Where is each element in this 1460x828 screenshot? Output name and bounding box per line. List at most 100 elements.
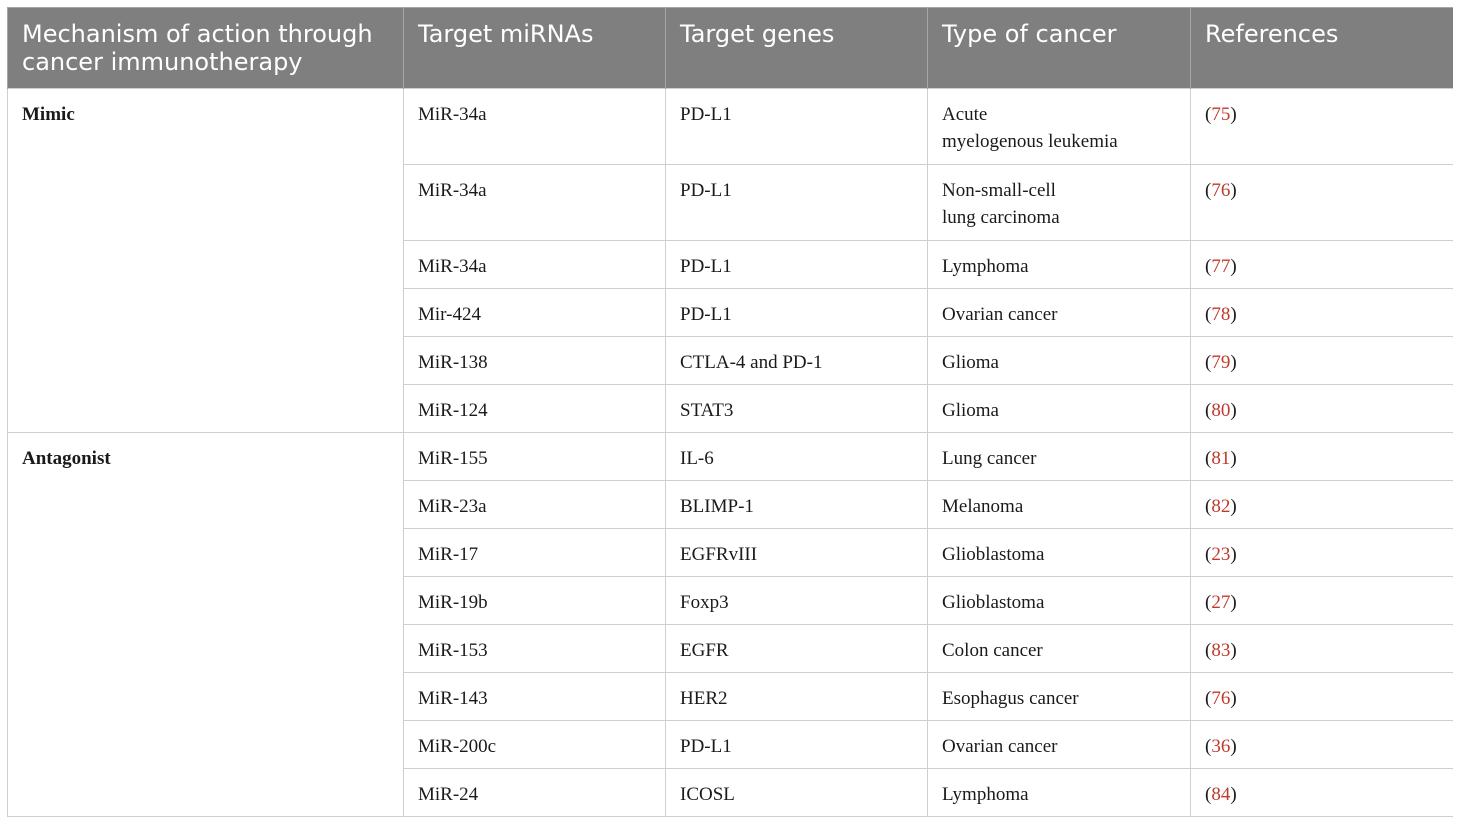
cancer-type-line: Ovarian cancer: [942, 736, 1058, 757]
cancer-type-line: Melanoma: [942, 496, 1024, 517]
table-row: MiR-34a PD-L1 Lymphoma (77): [8, 240, 1453, 289]
cancer-type-line: Lymphoma: [942, 256, 1029, 277]
reference-link[interactable]: 76: [1211, 688, 1231, 709]
cancer-type-line: lung carcinoma: [942, 207, 1060, 228]
header-mechanism: Mechanism of action through cancer immun…: [7, 7, 404, 89]
cancer-type-cell: Lymphoma: [927, 768, 1191, 817]
reference-cell: (75): [1190, 88, 1453, 165]
reference-cell: (81): [1190, 432, 1453, 481]
cancer-type-cell: Lung cancer: [927, 432, 1191, 481]
reference-cell: (36): [1190, 720, 1453, 769]
mirna-immunotherapy-table: Mechanism of action through cancer immun…: [7, 7, 1453, 817]
mirna-cell: MiR-34a: [403, 88, 666, 165]
mirna-cell: MiR-23a: [403, 480, 666, 529]
reference-link[interactable]: 75: [1211, 104, 1231, 125]
header-references: References: [1190, 7, 1453, 89]
mirna-cell: MiR-155: [403, 432, 666, 481]
mirna-cell: MiR-24: [403, 768, 666, 817]
table-row: Mimic MiR-34a PD-L1 Acute myelogenous leukem…: [7, 88, 1453, 433]
cancer-type-cell: Acute myelogenous leukemia: [927, 88, 1191, 165]
table-row: MiR-19b Foxp3 Glioblastoma (27): [8, 576, 1453, 625]
reference-link[interactable]: 83: [1211, 640, 1231, 661]
cancer-type-line: Ovarian cancer: [942, 304, 1058, 325]
cancer-type-line: Glioma: [942, 352, 999, 373]
mirna-cell: Mir-424: [403, 288, 666, 337]
mirna-cell: MiR-17: [403, 528, 666, 577]
reference-cell: (78): [1190, 288, 1453, 337]
reference-link[interactable]: 79: [1211, 352, 1231, 373]
gene-cell: EGFRvIII: [665, 528, 928, 577]
gene-cell: PD-L1: [665, 720, 928, 769]
gene-cell: PD-L1: [665, 288, 928, 337]
gene-cell: EGFR: [665, 624, 928, 673]
cancer-type-line: Lung cancer: [942, 448, 1037, 469]
reference-link[interactable]: 76: [1211, 180, 1231, 201]
cancer-type-cell: Ovarian cancer: [927, 720, 1191, 769]
table-container: Mechanism of action through cancer immun…: [7, 7, 1453, 821]
cancer-type-cell: Non-small-cell lung carcinoma: [927, 164, 1191, 241]
cancer-type-cell: Glioblastoma: [927, 576, 1191, 625]
mirna-cell: MiR-124: [403, 384, 666, 433]
reference-link[interactable]: 82: [1211, 496, 1231, 517]
cancer-type-line: myelogenous leukemia: [942, 131, 1118, 152]
mirna-cell: MiR-19b: [403, 576, 666, 625]
cancer-type-line: Glioblastoma: [942, 592, 1045, 613]
mirna-cell: MiR-34a: [403, 164, 666, 241]
gene-cell: PD-L1: [665, 88, 928, 165]
table-row: Antagonist MiR-155 IL-6 Lung cancer (81): [7, 432, 1453, 817]
gene-cell: STAT3: [665, 384, 928, 433]
reference-cell: (83): [1190, 624, 1453, 673]
reference-link[interactable]: 36: [1211, 736, 1231, 757]
mirna-cell: MiR-34a: [403, 240, 666, 289]
gene-cell: ICOSL: [665, 768, 928, 817]
reference-cell: (77): [1190, 240, 1453, 289]
mirna-cell: MiR-153: [403, 624, 666, 673]
reference-cell: (84): [1190, 768, 1453, 817]
cancer-type-line: Acute: [942, 104, 988, 125]
table-header: Mechanism of action through cancer immun…: [7, 7, 1453, 89]
mirna-cell: MiR-143: [403, 672, 666, 721]
cancer-type-cell: Lymphoma: [927, 240, 1191, 289]
reference-link[interactable]: 84: [1211, 784, 1231, 805]
reference-link[interactable]: 78: [1211, 304, 1231, 325]
table-row: MiR-34a PD-L1 Non-small-cell lung carcinoma…: [8, 164, 1453, 241]
cancer-type-line: Glioma: [942, 400, 999, 421]
reference-link[interactable]: 23: [1211, 544, 1231, 565]
gene-cell: PD-L1: [665, 164, 928, 241]
reference-link[interactable]: 81: [1211, 448, 1231, 469]
gene-cell: CTLA-4 and PD-1: [665, 336, 928, 385]
reference-cell: (80): [1190, 384, 1453, 433]
reference-link[interactable]: 80: [1211, 400, 1231, 421]
reference-link[interactable]: 77: [1211, 256, 1231, 277]
reference-cell: (76): [1190, 672, 1453, 721]
cancer-type-line: Lymphoma: [942, 784, 1029, 805]
cancer-type-line: Glioblastoma: [942, 544, 1045, 565]
header-cancer-type: Type of cancer: [927, 7, 1191, 89]
cancer-type-cell: Esophagus cancer: [927, 672, 1191, 721]
gene-cell: Foxp3: [665, 576, 928, 625]
reference-cell: (79): [1190, 336, 1453, 385]
table-row: MiR-138 CTLA-4 and PD-1 Glioma (79): [8, 336, 1453, 385]
cancer-type-cell: Glioma: [927, 336, 1191, 385]
gene-cell: BLIMP-1: [665, 480, 928, 529]
reference-cell: (76): [1190, 164, 1453, 241]
mechanism-cell: Antagonist: [7, 432, 404, 817]
table-row: MiR-17 EGFRvIII Glioblastoma (23): [8, 528, 1453, 577]
table-row: MiR-153 EGFR Colon cancer (83): [8, 624, 1453, 673]
cancer-type-line: Colon cancer: [942, 640, 1043, 661]
mechanism-cell: Mimic: [7, 88, 404, 433]
mirna-cell: MiR-200c: [403, 720, 666, 769]
table-body: Mimic MiR-34a PD-L1 Acute myelogenous leukem…: [7, 88, 1453, 817]
header-target-mirnas: Target miRNAs: [403, 7, 666, 89]
cancer-type-cell: Colon cancer: [927, 624, 1191, 673]
cancer-type-line: Esophagus cancer: [942, 688, 1079, 709]
header-row: Mechanism of action through cancer immun…: [7, 7, 1453, 89]
header-target-genes: Target genes: [665, 7, 928, 89]
reference-link[interactable]: 27: [1211, 592, 1231, 613]
cancer-type-cell: Glioma: [927, 384, 1191, 433]
table-row: MiR-24 ICOSL Lymphoma (84): [8, 768, 1453, 817]
table-row: Mir-424 PD-L1 Ovarian cancer (78): [8, 288, 1453, 337]
cancer-type-cell: Glioblastoma: [927, 528, 1191, 577]
reference-cell: (23): [1190, 528, 1453, 577]
cancer-type-cell: Ovarian cancer: [927, 288, 1191, 337]
